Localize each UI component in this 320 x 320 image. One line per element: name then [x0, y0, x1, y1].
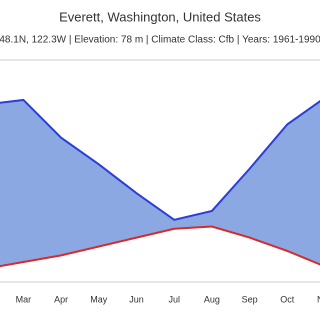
x-tick-label: May — [90, 294, 108, 304]
chart-subtitle: 48.1N, 122.3W | Elevation: 78 m | Climat… — [0, 35, 320, 46]
series-line — [0, 98, 320, 221]
x-tick-label: Oct — [280, 294, 295, 304]
x-tick-label: Sep — [242, 294, 258, 304]
x-tick-label: Jun — [129, 294, 144, 304]
x-tick-label: Aug — [204, 294, 220, 304]
area-fill — [0, 99, 320, 267]
x-tick-label: Apr — [54, 294, 68, 304]
x-tick-label: Jul — [168, 294, 180, 304]
chart-title: Everett, Washington, United States — [59, 9, 261, 24]
x-tick-label: Nov — [317, 294, 320, 304]
series-line — [0, 225, 320, 268]
x-tick-label: Mar — [16, 294, 32, 304]
